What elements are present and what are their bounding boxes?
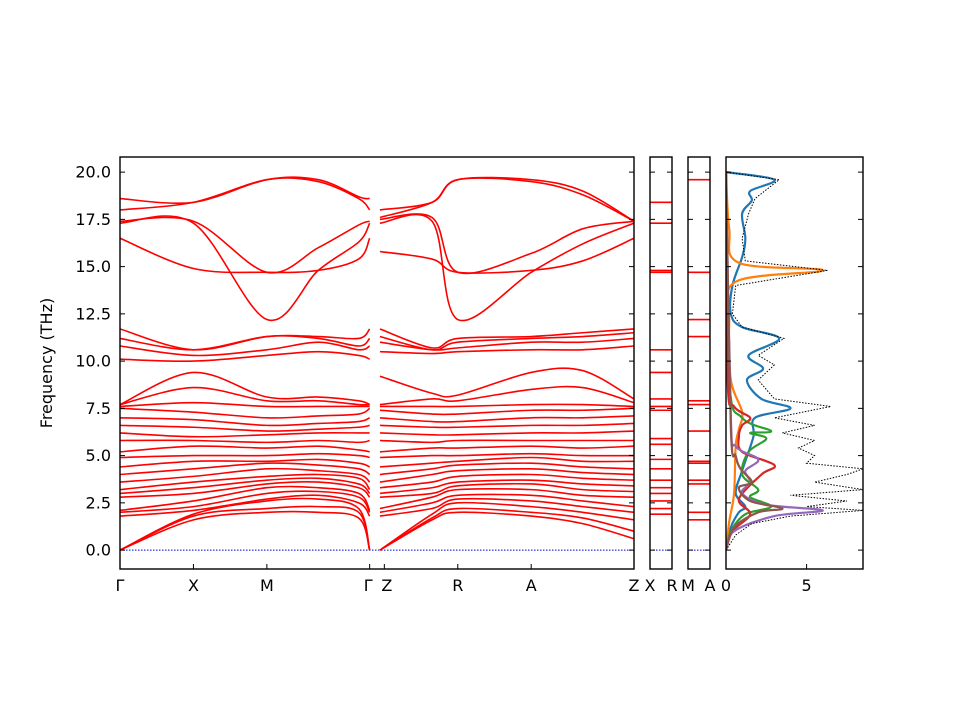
x-tick-label-m-a-left: M xyxy=(681,576,695,595)
x-tick-label-main: Z xyxy=(629,576,640,595)
y-tick-label: 7.5 xyxy=(86,399,111,418)
x-tick-label-dos: 5 xyxy=(801,576,811,595)
band-line-seg2-20 xyxy=(379,385,634,406)
x-tick-label-m-a-right: A xyxy=(705,576,716,595)
y-tick-label: 15.0 xyxy=(75,257,111,276)
band-line-seg1-10 xyxy=(120,462,371,476)
band-line-seg2-13 xyxy=(379,445,634,453)
band-line-seg2-8 xyxy=(379,473,634,489)
band-line-seg1-16 xyxy=(120,424,370,432)
y-tick-label: 10.0 xyxy=(75,352,111,371)
panel-frame-main xyxy=(119,156,635,570)
band-line-seg1-8 xyxy=(120,473,371,491)
band-line-seg1-6 xyxy=(120,481,371,498)
band-line-seg1-20 xyxy=(120,386,370,406)
x-tick-label-main: X xyxy=(188,576,199,595)
band-panel-x-r xyxy=(650,201,672,551)
band-line-seg2-22 xyxy=(379,345,634,355)
band-line-seg2-4 xyxy=(379,493,634,514)
dos-series-0 xyxy=(726,171,792,551)
band-line-seg2-30 xyxy=(379,176,634,222)
x-tick-label-main: R xyxy=(452,576,463,595)
dos-series-2 xyxy=(726,172,773,551)
band-line-seg2-28 xyxy=(379,213,634,275)
band-line-seg1-2 xyxy=(120,497,371,551)
y-tick-label: 5.0 xyxy=(86,446,111,465)
band-panel-main xyxy=(120,176,634,551)
band-line-seg2-17 xyxy=(379,415,634,423)
panel-frame-m-a xyxy=(687,156,711,570)
band-line-seg1-4 xyxy=(120,490,371,514)
band-line-seg2-25 xyxy=(379,328,634,349)
band-line-seg1-15 xyxy=(120,431,370,438)
y-axis-label: Frequency (THz) xyxy=(37,298,56,428)
band-line-seg2-21 xyxy=(379,367,634,400)
band-line-seg2-14 xyxy=(379,439,634,444)
band-line-seg1-9 xyxy=(120,467,371,483)
y-tick-label: 2.5 xyxy=(86,493,111,512)
band-line-seg2-2 xyxy=(379,501,634,551)
band-line-seg1-3 xyxy=(120,494,371,517)
band-line-seg2-12 xyxy=(379,452,634,459)
x-tick-label-x-r-left: X xyxy=(645,576,656,595)
band-line-seg1-22 xyxy=(120,350,370,363)
band-line-seg1-23 xyxy=(120,341,371,357)
band-line-seg2-6 xyxy=(379,482,634,498)
x-tick-label-main: Γ xyxy=(116,576,125,595)
band-line-seg2-27 xyxy=(379,213,634,322)
band-line-seg1-14 xyxy=(120,439,370,444)
band-line-seg2-16 xyxy=(379,422,634,429)
band-line-seg1-21 xyxy=(120,371,370,406)
dos-total-line xyxy=(726,171,863,551)
band-line-seg1-17 xyxy=(120,417,370,427)
band-line-seg2-19 xyxy=(379,403,634,408)
dos-series-3 xyxy=(726,172,777,551)
x-tick-label-main: Γ xyxy=(364,576,373,595)
x-tick-label-dos: 0 xyxy=(721,576,731,595)
band-line-seg1-5 xyxy=(120,485,371,512)
band-line-seg1-25 xyxy=(120,328,371,351)
band-line-seg2-7 xyxy=(379,479,634,495)
band-line-seg1-7 xyxy=(120,477,371,495)
band-line-seg2-11 xyxy=(379,456,634,468)
band-line-seg2-24 xyxy=(379,331,634,351)
band-line-seg1-30 xyxy=(120,176,370,205)
band-line-seg1-13 xyxy=(120,445,370,453)
band-panel-m-a xyxy=(688,178,710,551)
y-tick-label: 12.5 xyxy=(75,304,111,323)
y-tick-label: 17.5 xyxy=(75,210,111,229)
band-line-seg2-5 xyxy=(379,487,634,510)
band-line-seg1-18 xyxy=(120,407,371,419)
x-tick-label-main: M xyxy=(260,576,274,595)
band-line-seg2-26 xyxy=(379,237,634,274)
x-tick-label-x-r-right: R xyxy=(666,576,677,595)
band-line-seg1-19 xyxy=(120,401,370,408)
panel-frame-x-r xyxy=(649,156,673,570)
band-line-seg2-0 xyxy=(379,511,634,551)
band-line-seg1-1 xyxy=(120,505,371,551)
y-tick-label: 0.0 xyxy=(86,541,111,560)
panel-frame-dos xyxy=(725,156,864,570)
band-line-seg1-26 xyxy=(120,237,371,274)
band-line-seg2-9 xyxy=(379,467,634,483)
x-tick-label-main: Z xyxy=(381,576,392,595)
band-line-seg2-3 xyxy=(379,497,634,517)
band-line-seg1-0 xyxy=(120,510,371,551)
band-line-seg2-1 xyxy=(379,507,634,551)
band-line-seg1-12 xyxy=(120,452,370,459)
band-line-seg2-15 xyxy=(379,430,634,436)
x-tick-label-main: A xyxy=(526,576,537,595)
frame-layer xyxy=(119,156,864,570)
y-tick-label: 20.0 xyxy=(75,163,111,182)
band-line-seg2-10 xyxy=(379,462,634,476)
dos-series-5 xyxy=(726,172,784,551)
plot-layer xyxy=(120,171,863,551)
band-line-seg1-28 xyxy=(120,216,370,274)
dos-panel xyxy=(726,171,863,551)
band-line-seg2-18 xyxy=(379,407,634,416)
text-layer: 0.02.55.07.510.012.515.017.520.0Γ X M Γ Z R A Z… xyxy=(75,163,811,595)
band-line-seg1-11 xyxy=(120,458,370,468)
